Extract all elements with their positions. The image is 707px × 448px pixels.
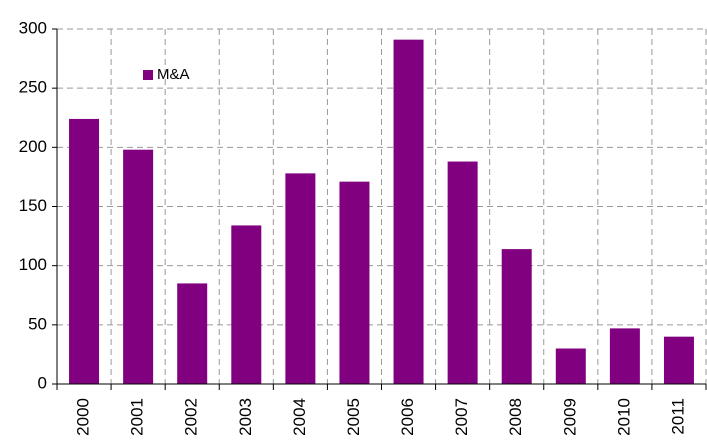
legend-label: M&A (157, 66, 190, 83)
x-tick-label: 2005 (344, 398, 363, 436)
y-tick-label: 100 (19, 255, 47, 274)
y-tick-label: 200 (19, 137, 47, 156)
x-tick-label: 2006 (398, 398, 417, 436)
y-tick-label: 250 (19, 78, 47, 97)
bar (609, 328, 640, 384)
bar (663, 336, 694, 384)
bar (177, 283, 208, 384)
bar (339, 181, 370, 384)
bar (231, 225, 262, 384)
x-tick-label: 2002 (182, 398, 201, 436)
y-tick-label: 150 (19, 196, 47, 215)
x-tick-label: 2007 (452, 398, 471, 436)
x-tick-label: 2000 (74, 398, 93, 436)
x-tick-label: 2010 (614, 398, 633, 436)
y-tick-label: 300 (19, 18, 47, 37)
bar (447, 161, 478, 384)
x-tick-label: 2004 (290, 398, 309, 436)
bar (123, 149, 154, 384)
bar (393, 39, 424, 385)
bar (285, 173, 316, 384)
x-tick-label: 2001 (128, 398, 147, 436)
bar (555, 348, 586, 384)
bar (69, 118, 100, 384)
bar (501, 249, 532, 384)
x-tick-label: 2003 (236, 398, 255, 436)
y-tick-label: 0 (38, 373, 47, 392)
x-tick-label: 2011 (668, 398, 687, 435)
legend-swatch (143, 70, 153, 80)
y-tick-label: 50 (28, 314, 47, 333)
x-tick-label: 2008 (506, 398, 525, 436)
x-tick-label: 2009 (560, 398, 579, 436)
